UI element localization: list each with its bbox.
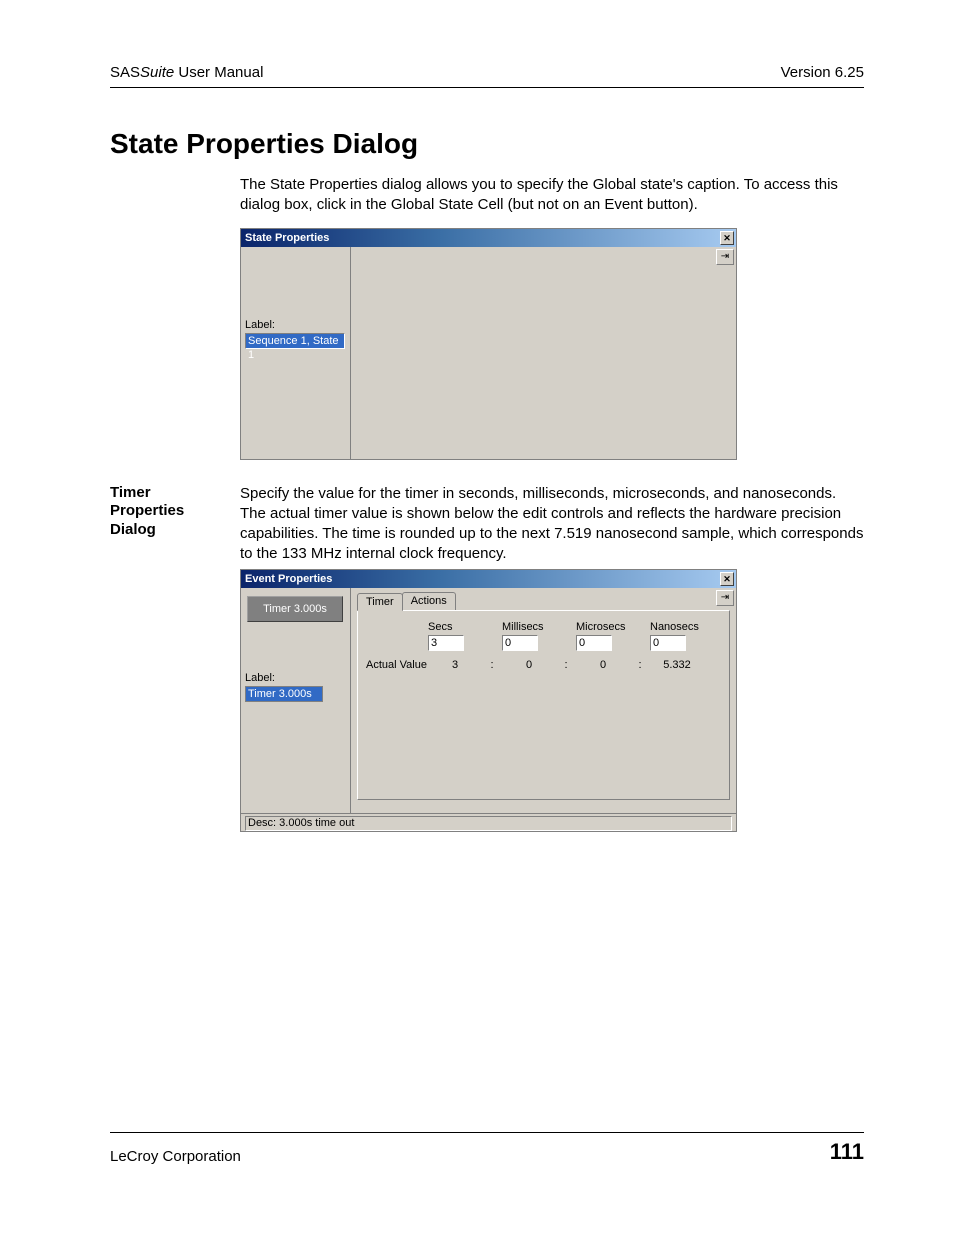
event-properties-dialog: Event Properties ✕ Timer 3.000s Label: T…: [240, 569, 737, 832]
colon: :: [556, 659, 576, 671]
nanosecs-input[interactable]: 0: [650, 635, 686, 651]
col-millisecs: Millisecs: [502, 621, 556, 633]
actual-nanosecs: 5.332: [650, 659, 704, 671]
pin-icon[interactable]: ⇥: [716, 249, 734, 265]
actual-microsecs: 0: [576, 659, 630, 671]
label-caption: Label:: [245, 672, 346, 684]
colon: :: [630, 659, 650, 671]
secs-input[interactable]: 3: [428, 635, 464, 651]
close-icon[interactable]: ✕: [720, 231, 734, 245]
microsecs-input[interactable]: 0: [576, 635, 612, 651]
footer-page: 111: [830, 1139, 864, 1165]
header-left: SASSuite User Manual: [110, 64, 263, 81]
millisecs-input[interactable]: 0: [502, 635, 538, 651]
product-prefix: SAS: [110, 64, 140, 81]
col-secs: Secs: [428, 621, 482, 633]
timer-button[interactable]: Timer 3.000s: [247, 596, 343, 622]
header-version: Version 6.25: [781, 64, 864, 81]
pin-icon[interactable]: ⇥: [716, 590, 734, 606]
dialog-titlebar[interactable]: State Properties ✕: [241, 229, 736, 247]
close-icon[interactable]: ✕: [720, 572, 734, 586]
col-microsecs: Microsecs: [576, 621, 630, 633]
actual-label: Actual Value: [366, 659, 428, 671]
label-input[interactable]: Timer 3.000s: [245, 686, 323, 702]
tab-panel: Secs 3 Millisecs 0 Microsecs 0: [357, 610, 730, 800]
doc-type: User Manual: [174, 64, 263, 81]
tab-timer[interactable]: Timer: [357, 593, 403, 611]
colon: :: [482, 659, 502, 671]
label-input[interactable]: Sequence 1, State 1: [245, 333, 345, 349]
page-title: State Properties Dialog: [110, 128, 864, 160]
footer-company: LeCroy Corporation: [110, 1148, 241, 1165]
label-caption: Label:: [245, 319, 346, 331]
product-suffix: Suite: [140, 64, 174, 81]
actual-millisecs: 0: [502, 659, 556, 671]
dialog-left-panel: Label: Sequence 1, State 1: [241, 247, 351, 459]
page-footer: LeCroy Corporation 111: [110, 1132, 864, 1165]
dialog2-titlebar[interactable]: Event Properties ✕: [241, 570, 736, 588]
actual-secs: 3: [428, 659, 482, 671]
tab-actions[interactable]: Actions: [402, 592, 456, 610]
dialog-right-panel: ⇥: [351, 247, 736, 459]
dialog2-title: Event Properties: [245, 573, 332, 585]
dialog2-left-panel: Timer 3.000s Label: Timer 3.000s: [241, 588, 351, 813]
dialog2-right-panel: ⇥ Timer Actions Secs 3 Millisecs: [351, 588, 736, 813]
intro-paragraph: The State Properties dialog allows you t…: [240, 175, 864, 216]
page-header: SASSuite User Manual Version 6.25: [110, 64, 864, 88]
section-paragraph: Specify the value for the timer in secon…: [240, 484, 864, 565]
state-properties-dialog: State Properties ✕ Label: Sequence 1, St…: [240, 228, 737, 460]
col-nanosecs: Nanosecs: [650, 621, 704, 633]
dialog-title: State Properties: [245, 232, 329, 244]
section-heading: Timer Properties Dialog: [110, 484, 228, 565]
desc-bar: Desc: 3.000s time out: [241, 813, 736, 831]
desc-text: Desc: 3.000s time out: [245, 816, 732, 831]
